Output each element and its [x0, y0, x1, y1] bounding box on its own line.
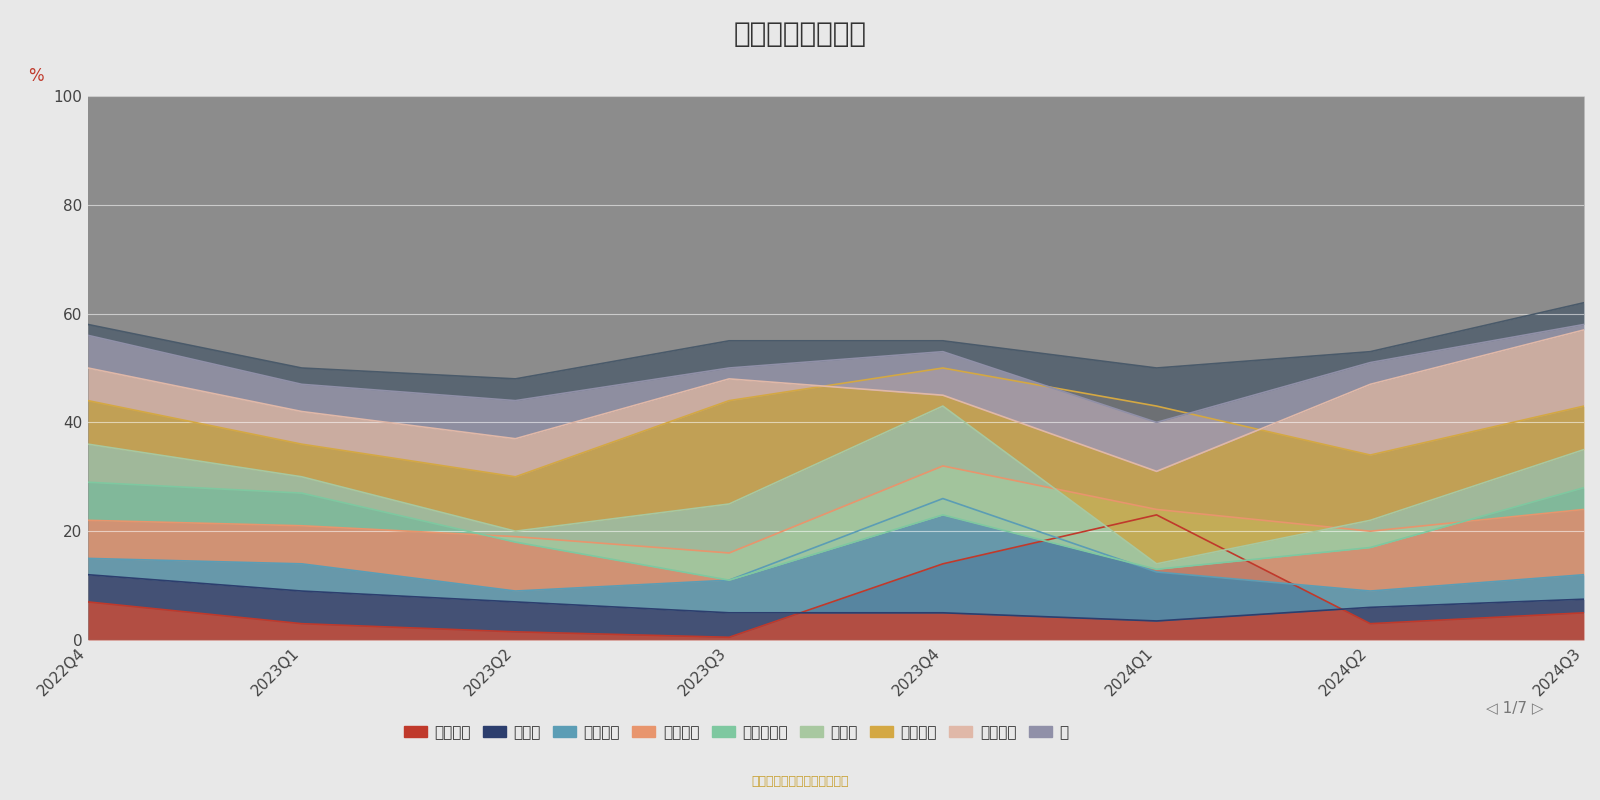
Text: 制图数据来自恒生聚源数据库: 制图数据来自恒生聚源数据库: [752, 775, 848, 788]
Legend: 德方纳米, 安科瑞, 华通线缆, 岳阳兴长, 香港交易所, 五粮液, 同程旅行, 美埃科技, 伟: 德方纳米, 安科瑞, 华通线缆, 岳阳兴长, 香港交易所, 五粮液, 同程旅行,…: [398, 720, 1074, 744]
Text: 前十大重仓股变化: 前十大重仓股变化: [733, 20, 867, 48]
Text: ◁ 1/7 ▷: ◁ 1/7 ▷: [1486, 701, 1544, 715]
Text: %: %: [29, 67, 43, 85]
